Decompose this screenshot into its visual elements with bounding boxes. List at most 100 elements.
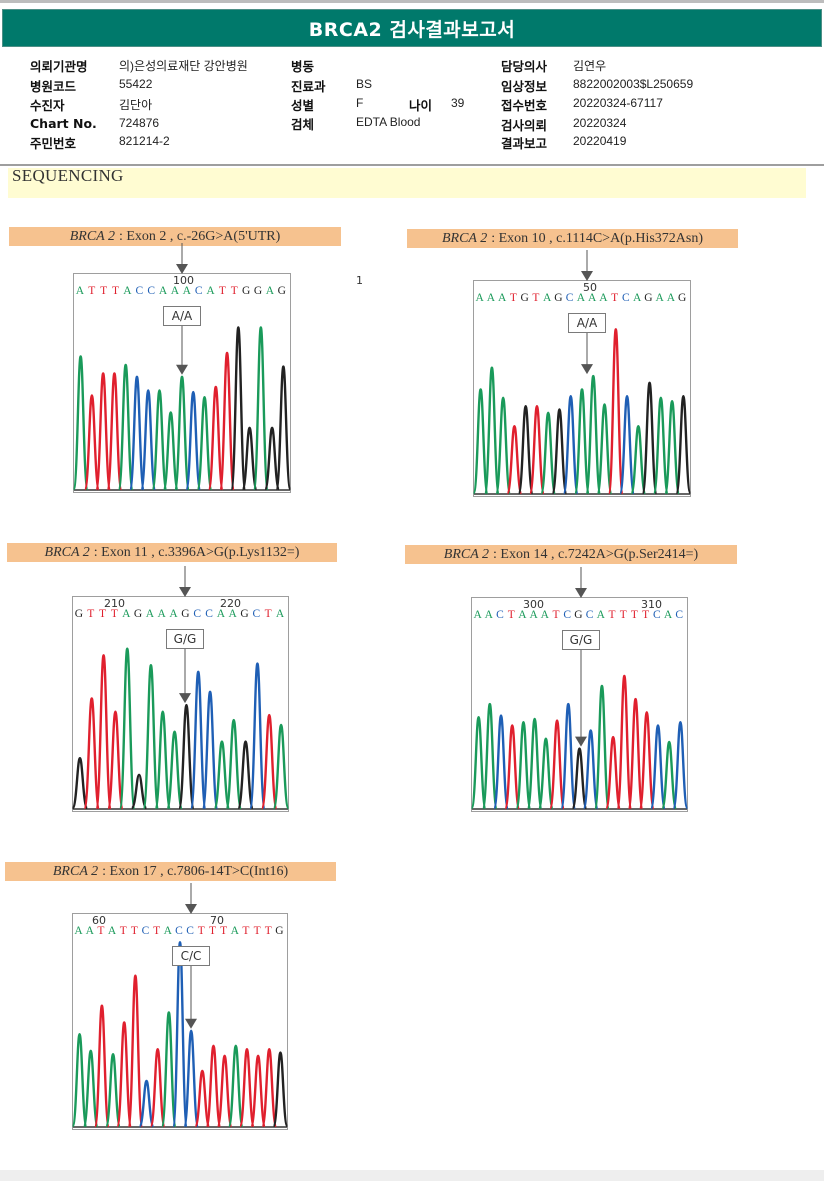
base-call: A xyxy=(599,292,608,304)
base-call: A xyxy=(497,292,507,304)
chromatogram-peak xyxy=(517,404,534,495)
position-label: 100 xyxy=(173,274,194,287)
base-call: T xyxy=(130,925,138,937)
chromatogram-peak xyxy=(661,740,678,810)
variant-pointer-arrow-icon xyxy=(575,588,587,598)
chromatogram-peak xyxy=(194,1069,211,1128)
base-call: C xyxy=(175,925,183,937)
base-call: A xyxy=(540,609,549,621)
label-clinical-info: 임상정보 xyxy=(501,79,548,94)
chromatogram-peak xyxy=(260,713,278,810)
chromatogram-peak xyxy=(252,326,270,491)
value-receipt-no: 20220324-67117 xyxy=(573,96,663,110)
chromatogram-peak xyxy=(472,388,489,495)
base-call: T xyxy=(264,608,272,620)
chromatogram-peak xyxy=(117,363,134,491)
base-call: T xyxy=(100,285,108,297)
sequencing-section-header: SEQUENCING xyxy=(8,166,806,198)
sequencing-title: SEQUENCING xyxy=(12,166,124,185)
base-call: T xyxy=(208,925,216,937)
base-call: A xyxy=(107,925,117,937)
base-call: A xyxy=(85,925,94,937)
chromatogram-peak xyxy=(672,720,689,810)
base-call: T xyxy=(99,608,107,620)
peak-pointer-arrow-icon xyxy=(176,364,188,375)
chromatogram-peak xyxy=(593,684,611,810)
base-call: T xyxy=(230,285,238,297)
chromatogram-peak xyxy=(537,737,555,810)
base-call: T xyxy=(532,292,540,304)
header-divider xyxy=(0,164,824,166)
chromatogram-peak xyxy=(72,355,89,491)
label-sex: 성별 xyxy=(291,98,315,113)
variant-description: : Exon 14 , c.7242A>G(p.Ser2414=) xyxy=(493,546,699,562)
variant-label: BRCA 2: Exon 14 , c.7242A>G(p.Ser2414=) xyxy=(405,545,737,564)
base-call: A xyxy=(518,609,527,621)
base-call: T xyxy=(110,608,118,620)
base-call: A xyxy=(182,285,191,297)
label-ward: 병동 xyxy=(291,59,315,74)
base-call: A xyxy=(206,285,215,297)
chromatogram-peak xyxy=(652,396,670,495)
chromatogram-peak xyxy=(106,710,124,810)
chromatogram-peak xyxy=(248,662,266,810)
base-call: C xyxy=(205,608,213,620)
base-call: T xyxy=(112,285,120,297)
value-chart-no: 724876 xyxy=(119,116,160,130)
base-call: T xyxy=(630,609,638,621)
base-call: A xyxy=(576,292,586,304)
variant-pointer-arrow-icon xyxy=(176,264,188,274)
chromatogram xyxy=(470,567,689,810)
position-label: 310 xyxy=(641,598,662,611)
chromatogram-peak xyxy=(71,1032,88,1128)
base-call: C xyxy=(147,285,156,297)
base-call: A xyxy=(663,609,673,621)
base-call: T xyxy=(87,608,95,620)
chromatogram xyxy=(71,883,289,1128)
chromatogram-peak xyxy=(604,735,622,810)
chromatogram-peak xyxy=(272,1051,289,1128)
base-call: A xyxy=(475,292,484,304)
variant-pointer-arrow-icon xyxy=(185,904,197,914)
label-department: 진료과 xyxy=(291,79,326,94)
base-call: A xyxy=(484,609,493,621)
chromatogram-peak xyxy=(237,740,255,810)
base-call: A xyxy=(122,608,131,620)
chromatogram-peak xyxy=(130,773,148,810)
base-call: A xyxy=(596,609,605,621)
base-call: G xyxy=(133,608,143,620)
chromatogram-peak xyxy=(494,396,512,495)
base-call: C xyxy=(653,609,661,621)
variant-description: : Exon 11 , c.3396A>G(p.Lys1132=) xyxy=(93,544,300,560)
value-test-request: 20220324 xyxy=(573,116,627,130)
chromatogram-peak xyxy=(230,326,247,491)
peak-pointer-arrow-icon xyxy=(179,693,191,704)
chromatogram-peak xyxy=(218,351,236,491)
chromatogram-peak xyxy=(118,647,136,810)
base-call: A xyxy=(157,608,166,620)
chromatogram-peak xyxy=(616,674,633,810)
base-call: A xyxy=(74,925,83,937)
report-title: BRCA2 검사결과보고서 xyxy=(308,18,516,41)
base-call: T xyxy=(119,925,127,937)
base-call: G xyxy=(275,925,284,937)
variant-description: : Exon 2 , c.-26G>A(5'UTR) xyxy=(118,228,281,244)
chromatogram-peak xyxy=(618,394,636,495)
chromatogram-peak xyxy=(585,374,602,495)
base-call: A xyxy=(75,285,85,297)
chromatogram-peak xyxy=(596,403,613,495)
variant-pointer-arrow-icon xyxy=(179,587,191,597)
base-call: G xyxy=(644,292,653,304)
chromatogram xyxy=(72,243,292,491)
chromatogram-peak xyxy=(504,724,521,810)
label-chart-no: Chart No. xyxy=(30,116,97,131)
base-call: A xyxy=(587,292,597,304)
base-call: A xyxy=(145,608,155,620)
chromatogram-peak xyxy=(663,399,681,495)
base-call: A xyxy=(666,292,676,304)
base-call: C xyxy=(496,609,504,621)
base-call: T xyxy=(218,285,226,297)
label-institution: 의뢰기관명 xyxy=(30,59,88,74)
